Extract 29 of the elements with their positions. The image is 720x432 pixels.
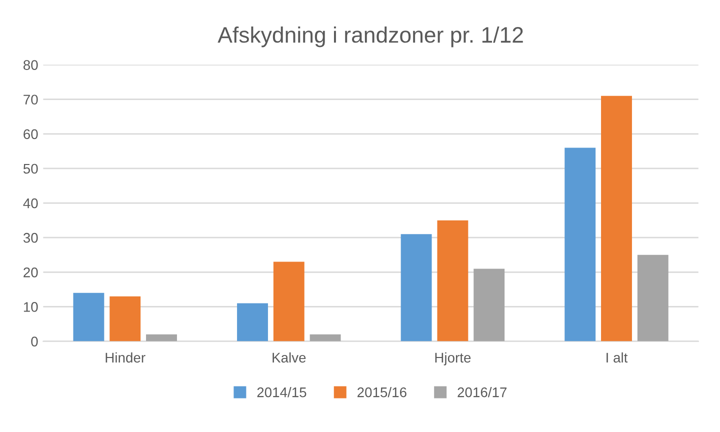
- y-tick-label: 20: [24, 267, 38, 278]
- bar: [110, 296, 141, 342]
- bar: [474, 268, 505, 342]
- y-tick-label: 70: [24, 94, 38, 105]
- y-tick-label: 50: [23, 164, 38, 174]
- x-tick-label: Kalve: [272, 352, 306, 363]
- y-tick-label: 0: [31, 336, 38, 346]
- bar: [437, 220, 468, 342]
- legend-label: 2015/16: [358, 387, 406, 398]
- bar: [637, 254, 668, 342]
- bar: [237, 303, 268, 342]
- x-tick-label: Hjorte: [435, 352, 471, 366]
- bar: [310, 334, 341, 342]
- bar: [601, 96, 632, 342]
- y-tick-label: 40: [23, 198, 38, 208]
- bar: [400, 234, 432, 342]
- bar: [273, 262, 304, 342]
- legend-label: 2014/15: [257, 387, 306, 398]
- x-tick-label: Hinder: [106, 352, 146, 363]
- bar: [146, 334, 177, 342]
- y-tick-label: 60: [24, 129, 38, 140]
- legend-label: 2016/17: [458, 387, 507, 398]
- y-tick-label: 10: [24, 302, 38, 312]
- chart-title: Afskydning i randzoner pr. 1/12: [218, 26, 523, 48]
- y-tick-label: 80: [23, 60, 38, 70]
- x-tick-label: I alt: [606, 352, 628, 363]
- bar: [564, 148, 596, 342]
- y-tick-label: 30: [23, 232, 38, 243]
- bar: [73, 292, 104, 342]
